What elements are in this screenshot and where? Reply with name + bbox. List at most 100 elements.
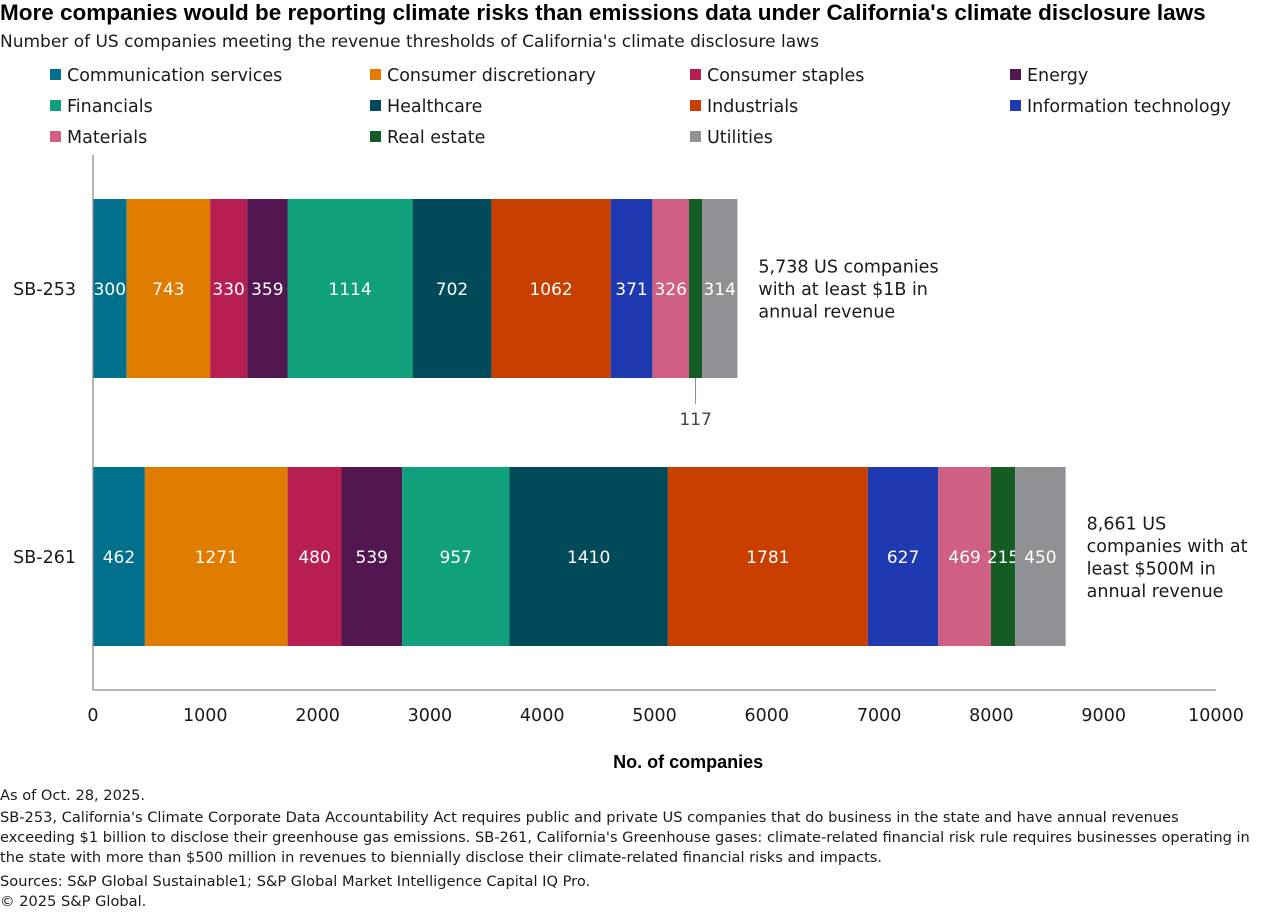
annotation-line: 5,738 US companies — [758, 258, 938, 278]
legend-label: Information technology — [1027, 97, 1232, 117]
footer-as-of: As of Oct. 28, 2025. — [0, 787, 146, 804]
x-tick-label-1000: 1000 — [183, 706, 228, 726]
category-label-sb-253: SB-253 — [13, 280, 76, 300]
data-label-sb-261-consumer-discretionary: 1271 — [195, 548, 238, 568]
legend-swatch — [690, 100, 701, 111]
legend-swatch — [50, 69, 61, 80]
legend-label: Energy — [1027, 66, 1089, 86]
x-tick-label-5000: 5000 — [632, 706, 677, 726]
bar-segment-sb-253-communication-services — [93, 199, 127, 378]
legend-label: Communication services — [67, 66, 283, 86]
data-label-sb-261-materials: 469 — [948, 548, 980, 568]
chart-title: More companies would be reporting climat… — [0, 0, 1206, 25]
legend-swatch — [370, 131, 381, 142]
legend-item-utilities: Utilities — [690, 127, 773, 149]
bar-segment-sb-261-materials — [938, 467, 991, 646]
legend-label: Utilities — [707, 128, 773, 148]
bar-segment-sb-253-consumer-staples — [210, 199, 248, 378]
footer-note-line-3: the state with more than $500 million in… — [0, 849, 883, 866]
bar-segment-sb-261-energy — [341, 467, 403, 646]
x-tick-label-4000: 4000 — [520, 706, 565, 726]
bar-segment-sb-253-utilities — [702, 199, 738, 378]
data-label-sb-253-materials: 326 — [654, 280, 686, 300]
bar-segment-sb-261-healthcare — [509, 467, 668, 646]
bar-total-annotation-sb-261: 8,661 US companies with at least $500M in a… — [1087, 514, 1248, 602]
data-label-sb-261-financials: 957 — [440, 548, 472, 568]
legend-label: Real estate — [387, 128, 486, 148]
footer-copyright: © 2025 S&P Global. — [0, 893, 147, 910]
legend-item-materials: Materials — [50, 127, 147, 149]
bar-segment-sb-261-real-estate — [990, 467, 1016, 646]
x-tick-label-3000: 3000 — [408, 706, 453, 726]
category-label-sb-261: SB-261 — [13, 548, 76, 568]
data-label-sb-253-industrials: 1062 — [529, 280, 572, 300]
x-tick-label-9000: 9000 — [1081, 706, 1126, 726]
data-label-sb-253-financials: 1114 — [328, 280, 371, 300]
legend-swatch — [370, 100, 381, 111]
legend-label: Industrials — [707, 97, 799, 117]
bar-segment-sb-253-materials — [652, 199, 689, 378]
data-label-sb-261-communication-services: 462 — [103, 548, 135, 568]
legend-swatch — [1010, 69, 1021, 80]
data-label-sb-253-energy: 359 — [251, 280, 283, 300]
footer-note-line-2: exceeding $1 billion to disclose their g… — [0, 829, 1250, 846]
legend-label: Healthcare — [387, 97, 483, 117]
footer-note-line-1: SB-253, California's Climate Corporate D… — [0, 809, 1179, 826]
x-tick-label-6000: 6000 — [745, 706, 790, 726]
bar-segment-sb-253-real-estate — [688, 199, 703, 378]
bar-segment-sb-261-industrials — [667, 467, 868, 646]
bar-segment-sb-261-communication-services — [93, 467, 145, 646]
annotation-line: least $500M in — [1087, 559, 1216, 579]
data-label-sb-253-information-technology: 371 — [615, 280, 647, 300]
legend-swatch — [690, 69, 701, 80]
legend-label: Consumer discretionary — [387, 66, 596, 86]
footer-sources: Sources: S&P Global Sustainable1; S&P Gl… — [0, 873, 591, 890]
legend-swatch — [690, 131, 701, 142]
stacked-bar-chart: 300 743 330 359 1114 702 1062 371 326 117 314 SB-25… — [13, 155, 1248, 772]
data-label-sb-261-healthcare: 1410 — [567, 548, 610, 568]
data-label-sb-253-consumer-discretionary: 743 — [152, 280, 184, 300]
data-label-sb-261-consumer-staples: 480 — [298, 548, 330, 568]
data-label-sb-261-energy: 539 — [356, 548, 388, 568]
chart-subtitle: Number of US companies meeting the reven… — [0, 32, 819, 52]
legend-swatch — [50, 100, 61, 111]
legend-swatch — [50, 131, 61, 142]
annotation-line: annual revenue — [758, 303, 895, 323]
legend-label: Consumer staples — [707, 66, 865, 86]
x-tick-label-2000: 2000 — [295, 706, 340, 726]
data-label-sb-253-utilities: 314 — [704, 280, 736, 300]
legend-item-energy: Energy — [1010, 65, 1088, 87]
x-tick-label-0: 0 — [87, 706, 98, 726]
legend-swatch — [1010, 100, 1021, 111]
data-label-sb-253-real-estate: 117 — [679, 410, 711, 430]
bar-segment-sb-253-financials — [287, 199, 413, 378]
bar-segment-sb-253-energy — [247, 199, 288, 378]
legend-label: Materials — [67, 128, 148, 148]
bar-segment-sb-253-industrials — [491, 199, 611, 378]
legend-item-information-technology: Information technology — [1010, 96, 1231, 118]
legend-label: Financials — [67, 97, 153, 117]
x-tick-label-7000: 7000 — [857, 706, 902, 726]
data-label-sb-253-communication-services: 300 — [94, 280, 126, 300]
data-label-sb-261-industrials: 1781 — [746, 548, 789, 568]
bar-segment-sb-261-financials — [402, 467, 510, 646]
annotation-line: with at least $1B in — [758, 280, 928, 300]
annotation-line: 8,661 US — [1087, 514, 1167, 534]
bar-segment-sb-253-information-technology — [610, 199, 653, 378]
legend-item-financials: Financials — [50, 96, 153, 118]
legend-item-consumer-discretionary: Consumer discretionary — [370, 65, 596, 87]
bar-segment-sb-253-healthcare — [412, 199, 492, 378]
legend-item-consumer-staples: Consumer staples — [690, 65, 864, 87]
x-tick-label-10000: 10000 — [1188, 706, 1244, 726]
data-label-sb-261-real-estate: 215 — [987, 548, 1019, 568]
legend-item-industrials: Industrials — [690, 96, 798, 118]
data-label-sb-253-healthcare: 702 — [436, 280, 468, 300]
legend-swatch — [370, 69, 381, 80]
x-axis-title: No. of companies — [613, 752, 763, 772]
data-label-sb-253-consumer-staples: 330 — [212, 280, 244, 300]
annotation-line: companies with at — [1087, 537, 1248, 557]
bar-segment-sb-261-information-technology — [867, 467, 939, 646]
bar-segment-sb-253-consumer-discretionary — [126, 199, 211, 378]
legend-item-healthcare: Healthcare — [370, 96, 482, 118]
annotation-line: annual revenue — [1087, 582, 1224, 602]
